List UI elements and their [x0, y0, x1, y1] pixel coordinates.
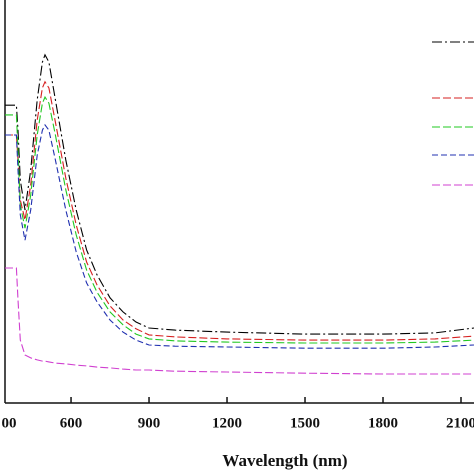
x-tick-label: 2100: [446, 415, 474, 431]
x-tick-label: 1500: [290, 415, 320, 431]
series-line: [5, 53, 474, 335]
series-line: [5, 95, 474, 344]
x-tick-label: 00: [2, 415, 17, 431]
x-axis-label: Wavelength (nm): [222, 451, 347, 470]
x-tick-label: 900: [138, 415, 161, 431]
series-line: [5, 80, 474, 341]
x-tick-label: 600: [60, 415, 83, 431]
series-line: [5, 267, 474, 375]
x-tick-label: 1200: [212, 415, 242, 431]
x-tick-label: 1800: [368, 415, 398, 431]
series-line: [5, 123, 474, 349]
